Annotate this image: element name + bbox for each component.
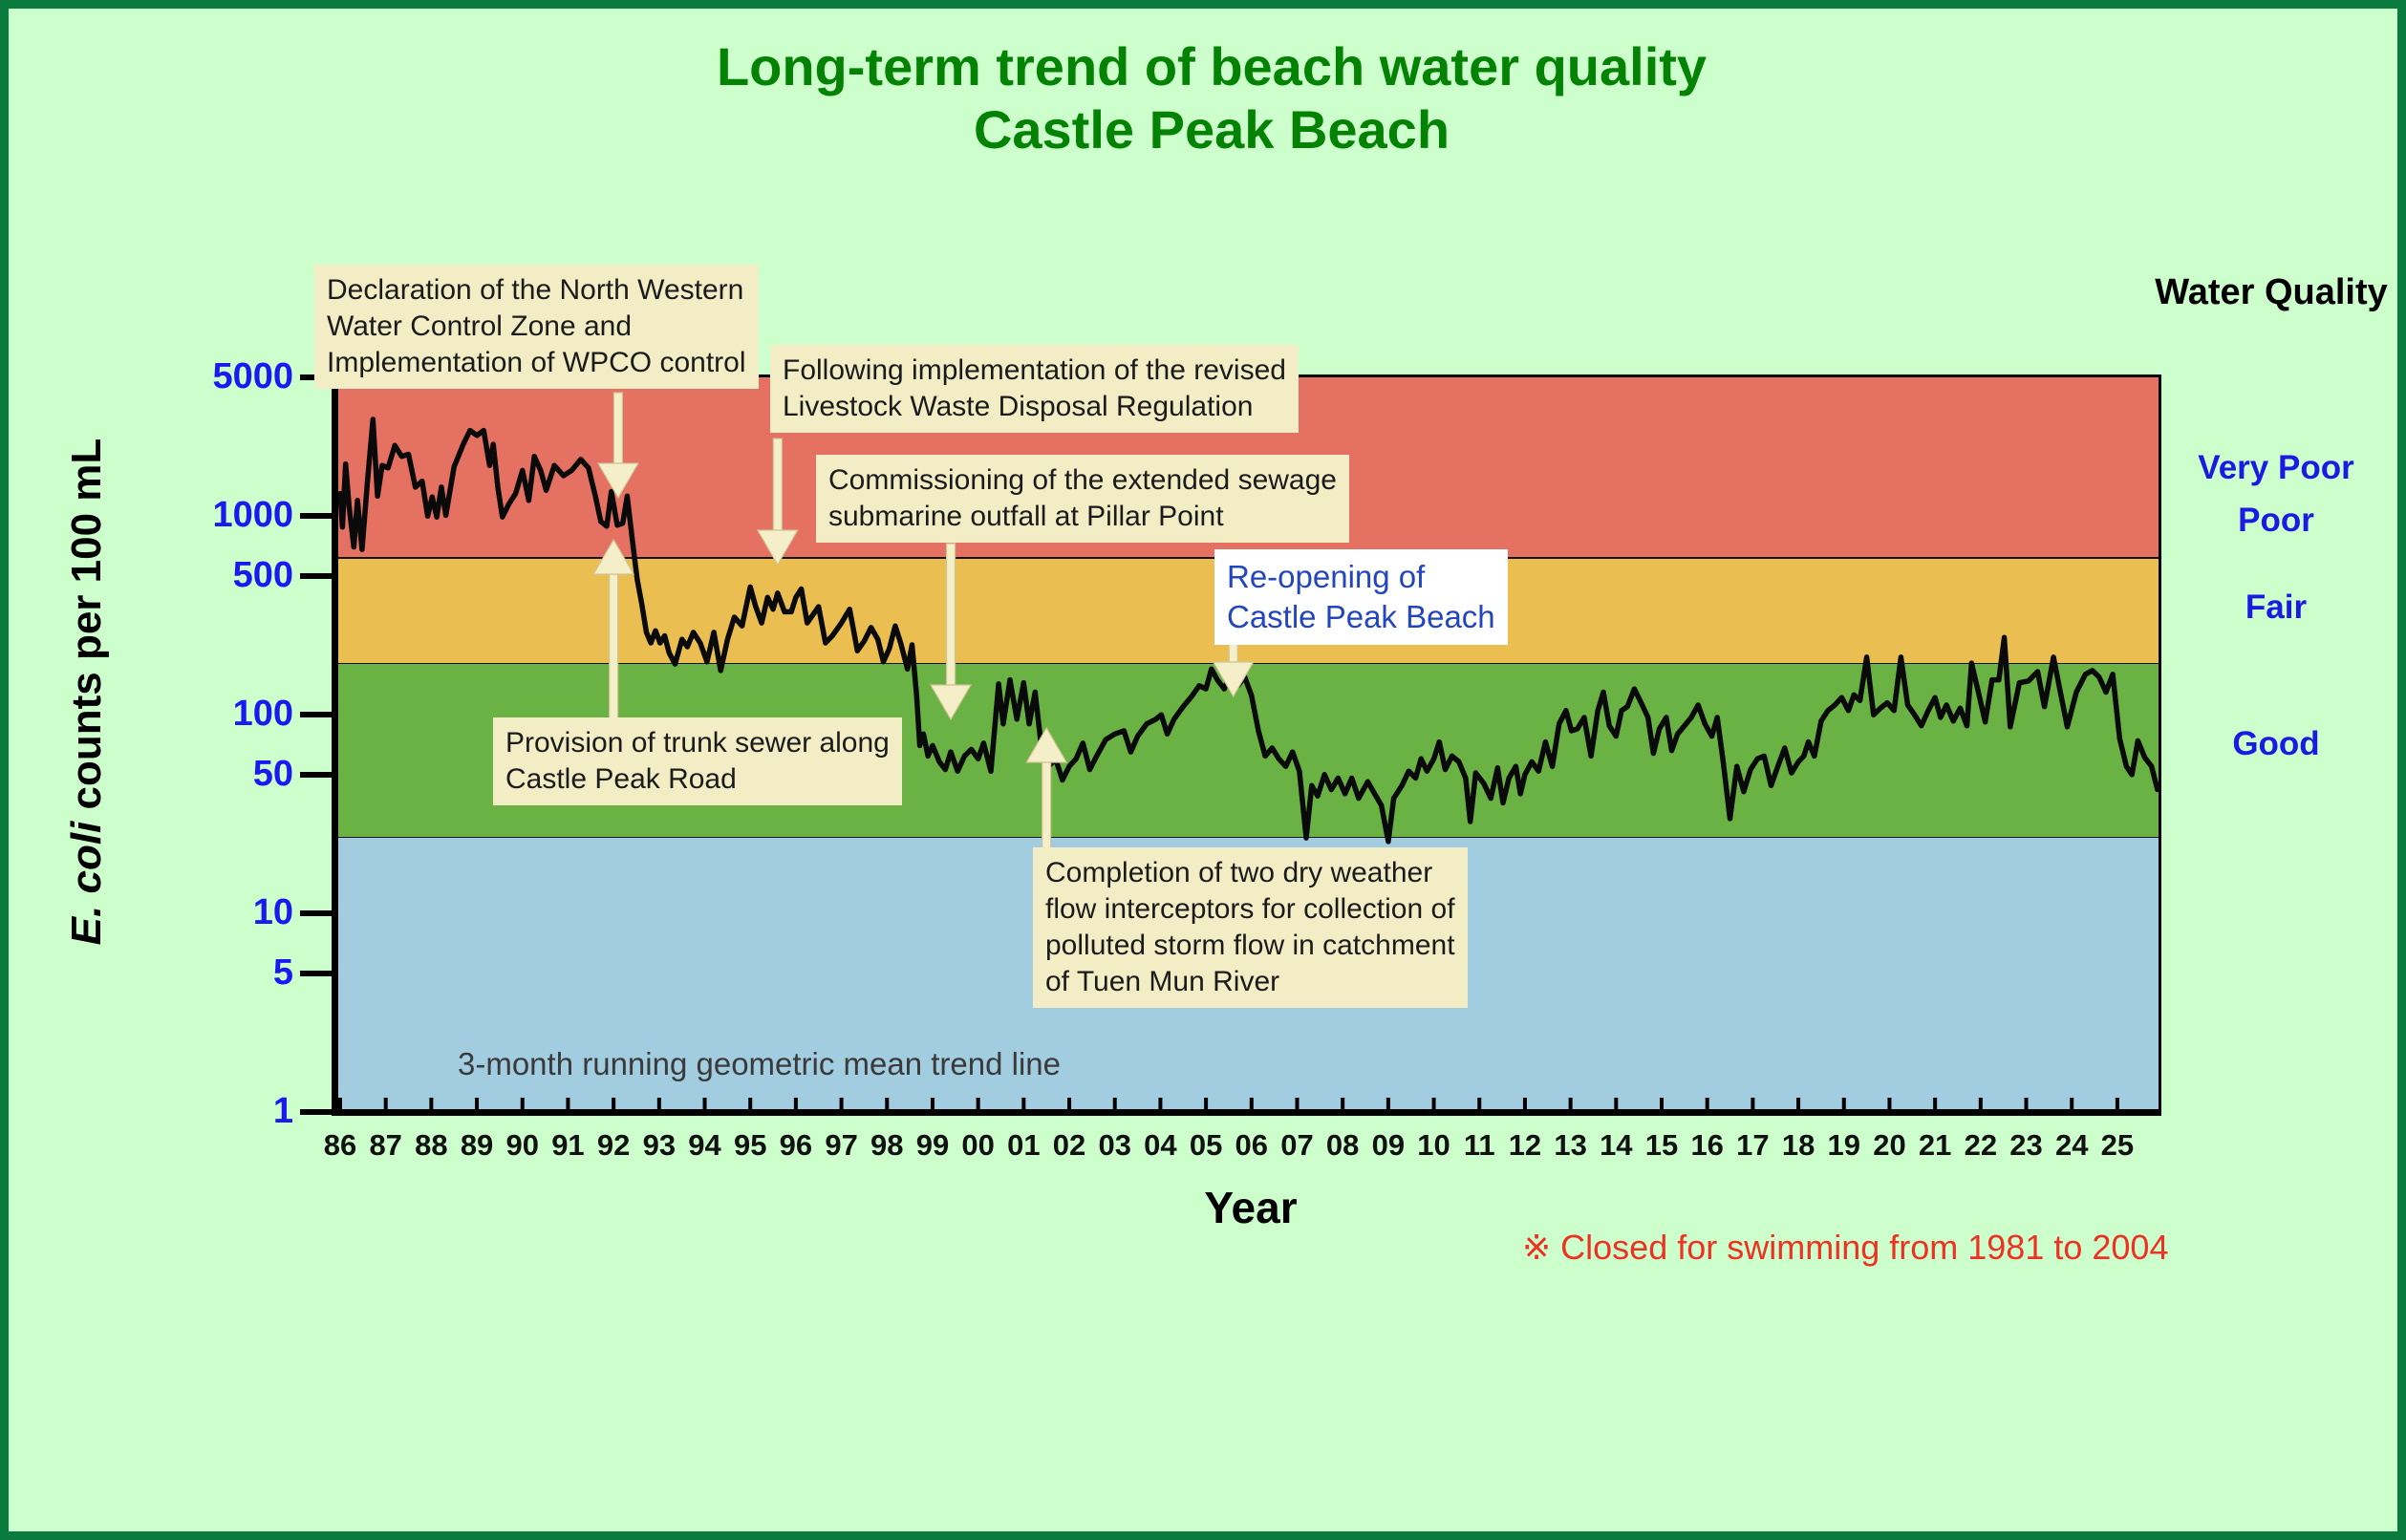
title-line-2: Castle Peak Beach — [973, 99, 1450, 160]
y-tick-label: 1 — [272, 1091, 293, 1131]
water-quality-label-fair: Fair — [2245, 588, 2308, 627]
x-tick-label: 88 — [415, 1128, 448, 1162]
title-line-1: Long-term trend of beach water quality — [716, 36, 1708, 96]
y-axis-title-italic: E. coli — [63, 821, 110, 946]
x-tick-label: 19 — [1827, 1128, 1860, 1162]
annotation-livestock-regulation: Following implementation of the revised … — [770, 345, 1299, 433]
closure-footnote: ※ Closed for swimming from 1981 to 2004 — [1522, 1228, 2169, 1267]
x-tick-label: 22 — [1964, 1128, 1998, 1162]
y-tick-mark — [300, 771, 336, 778]
x-tick-label: 04 — [1144, 1128, 1177, 1162]
x-tick-label: 97 — [825, 1128, 858, 1162]
x-tick-label: 16 — [1690, 1128, 1724, 1162]
y-axis-title: E. coli counts per 100 mL — [63, 357, 111, 1026]
x-tick-label: 93 — [642, 1128, 677, 1162]
y-tick-mark — [300, 1109, 336, 1115]
x-tick-label: 86 — [323, 1128, 357, 1162]
x-tick-label: 03 — [1098, 1128, 1131, 1162]
y-tick-mark — [300, 970, 336, 976]
water-quality-label-poor: Poor — [2238, 502, 2314, 540]
x-tick-label: 20 — [1873, 1128, 1906, 1162]
x-axis-line — [332, 1109, 2161, 1116]
y-axis-title-rest: counts per 100 mL — [63, 438, 110, 822]
x-tick-label: 13 — [1554, 1128, 1587, 1162]
x-tick-label: 08 — [1325, 1128, 1360, 1162]
water-quality-legend-title: Water Quality — [2155, 272, 2388, 312]
x-tick-label: 18 — [1781, 1128, 1815, 1162]
x-tick-label: 87 — [369, 1128, 402, 1162]
annotation-declaration-wpco: Declaration of the North Western Water C… — [314, 265, 759, 389]
x-tick-label: 12 — [1508, 1128, 1542, 1162]
x-tick-label: 14 — [1600, 1128, 1633, 1162]
x-tick-label: 10 — [1417, 1128, 1450, 1162]
y-tick-label: 1000 — [212, 495, 293, 536]
x-tick-label: 05 — [1189, 1128, 1223, 1162]
x-tick-label: 91 — [551, 1128, 585, 1162]
x-axis-title: Year — [1204, 1183, 1298, 1232]
water-quality-label-good: Good — [2232, 725, 2320, 763]
x-tick-label: 15 — [1644, 1128, 1679, 1162]
x-tick-label: 96 — [779, 1128, 813, 1162]
x-tick-label: 23 — [2009, 1128, 2043, 1162]
x-tick-label: 92 — [596, 1128, 631, 1162]
y-tick-label: 100 — [232, 694, 293, 735]
x-tick-label: 07 — [1280, 1128, 1314, 1162]
x-tick-label: 00 — [961, 1128, 995, 1162]
x-tick-label: 94 — [688, 1128, 721, 1162]
y-tick-label: 10 — [252, 892, 293, 933]
x-tick-label: 98 — [870, 1128, 904, 1162]
x-tick-label: 21 — [1918, 1128, 1952, 1162]
annotation-pillar-point-outfall: Commissioning of the extended sewage sub… — [816, 455, 1349, 543]
x-tick-label: 02 — [1052, 1128, 1086, 1162]
y-tick-mark — [300, 513, 336, 520]
y-tick-label: 5000 — [212, 355, 293, 396]
x-tick-label: 90 — [505, 1128, 539, 1162]
y-tick-label: 500 — [232, 554, 293, 595]
annotation-trunk-sewer: Provision of trunk sewer along Castle Pe… — [493, 717, 902, 805]
x-tick-label: 89 — [460, 1128, 494, 1162]
annotation-flow-interceptors: Completion of two dry weather flow inter… — [1033, 847, 1468, 1008]
y-axis-line — [332, 372, 338, 1115]
y-tick-mark — [300, 910, 336, 917]
x-tick-label: 99 — [915, 1128, 950, 1162]
trend-line-caption: 3-month running geometric mean trend lin… — [458, 1046, 1062, 1081]
x-tick-label: 09 — [1371, 1128, 1406, 1162]
x-tick-label: 11 — [1463, 1128, 1495, 1162]
x-tick-label: 95 — [733, 1128, 767, 1162]
x-tick-label: 06 — [1235, 1128, 1269, 1162]
y-tick-label: 5 — [272, 952, 293, 993]
x-tick-label: 01 — [1007, 1128, 1041, 1162]
water-quality-label-very-poor: Very Poor — [2198, 448, 2354, 486]
x-tick-label: 25 — [2100, 1128, 2135, 1162]
page-title: Long-term trend of beach water quality C… — [9, 35, 2397, 161]
y-tick-label: 50 — [252, 753, 293, 794]
x-tick-label: 24 — [2054, 1128, 2089, 1162]
annotation-beach-reopening: Re-opening of Castle Peak Beach — [1214, 549, 1508, 645]
y-tick-mark — [300, 572, 336, 579]
y-tick-mark — [300, 712, 336, 718]
x-tick-label: 17 — [1736, 1128, 1770, 1162]
